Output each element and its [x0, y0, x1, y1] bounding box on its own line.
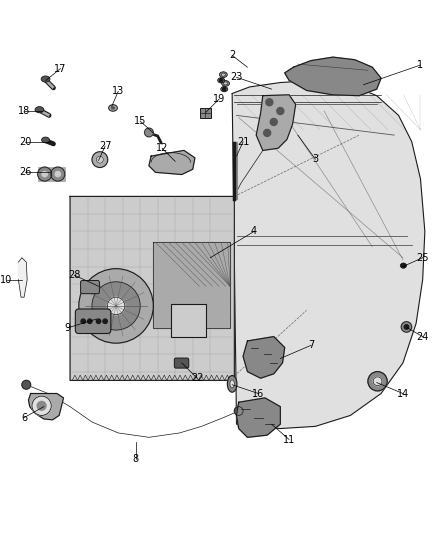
Text: 11: 11	[283, 434, 295, 445]
Ellipse shape	[230, 380, 234, 388]
Circle shape	[266, 99, 273, 106]
Text: 19: 19	[213, 94, 225, 104]
Circle shape	[277, 108, 284, 115]
Polygon shape	[237, 398, 280, 437]
Polygon shape	[232, 80, 425, 429]
Ellipse shape	[109, 104, 117, 111]
Ellipse shape	[227, 376, 237, 392]
Text: 16: 16	[252, 389, 265, 399]
Circle shape	[81, 319, 85, 324]
Ellipse shape	[219, 72, 227, 77]
Circle shape	[55, 172, 60, 177]
Ellipse shape	[400, 263, 406, 268]
Text: 23: 23	[230, 72, 243, 82]
Ellipse shape	[223, 82, 228, 85]
Circle shape	[103, 319, 107, 324]
Polygon shape	[256, 95, 296, 150]
Polygon shape	[243, 336, 285, 378]
FancyBboxPatch shape	[42, 169, 61, 179]
Text: 1: 1	[417, 60, 424, 70]
Ellipse shape	[35, 107, 44, 113]
Ellipse shape	[221, 73, 225, 76]
Ellipse shape	[222, 80, 230, 86]
Text: 7: 7	[308, 341, 314, 350]
Text: 21: 21	[237, 136, 249, 147]
Bar	[171, 304, 206, 336]
Circle shape	[264, 130, 271, 136]
Ellipse shape	[111, 106, 115, 110]
Circle shape	[96, 319, 101, 324]
Polygon shape	[153, 243, 230, 328]
Text: 13: 13	[112, 86, 124, 96]
Text: 9: 9	[65, 323, 71, 333]
Circle shape	[270, 118, 277, 125]
Text: 25: 25	[417, 253, 429, 263]
Polygon shape	[18, 258, 27, 297]
Circle shape	[42, 172, 47, 177]
FancyBboxPatch shape	[174, 358, 189, 368]
FancyBboxPatch shape	[200, 108, 211, 118]
Text: 8: 8	[133, 454, 139, 464]
Ellipse shape	[42, 137, 49, 143]
Circle shape	[401, 263, 406, 268]
Circle shape	[368, 372, 387, 391]
Text: 20: 20	[19, 136, 32, 147]
Polygon shape	[70, 197, 234, 381]
Circle shape	[107, 297, 125, 314]
Text: 22: 22	[191, 373, 203, 383]
Text: 6: 6	[21, 413, 27, 423]
Circle shape	[373, 377, 382, 386]
Text: 3: 3	[312, 154, 318, 164]
Ellipse shape	[218, 78, 225, 83]
Circle shape	[234, 407, 243, 415]
Text: 27: 27	[99, 141, 111, 151]
Text: 15: 15	[134, 116, 146, 126]
Text: 28: 28	[68, 270, 81, 280]
Text: 17: 17	[54, 63, 67, 74]
Polygon shape	[285, 57, 381, 96]
Circle shape	[219, 78, 223, 82]
Polygon shape	[149, 150, 195, 174]
Circle shape	[37, 401, 46, 410]
Circle shape	[404, 325, 409, 329]
Circle shape	[96, 156, 103, 163]
Circle shape	[38, 167, 52, 181]
Text: 26: 26	[19, 167, 32, 177]
Text: 12: 12	[156, 143, 168, 154]
Text: 2: 2	[229, 51, 235, 60]
Circle shape	[145, 128, 153, 137]
Ellipse shape	[41, 76, 50, 82]
Text: 10: 10	[0, 274, 13, 285]
Circle shape	[92, 282, 140, 330]
Ellipse shape	[221, 86, 228, 92]
Circle shape	[223, 87, 226, 91]
Text: 18: 18	[18, 106, 30, 116]
Text: 14: 14	[397, 389, 409, 399]
FancyBboxPatch shape	[75, 309, 111, 334]
Circle shape	[92, 152, 108, 167]
Circle shape	[79, 269, 153, 343]
FancyBboxPatch shape	[81, 280, 99, 294]
Circle shape	[22, 381, 31, 389]
Text: 24: 24	[417, 332, 429, 342]
Circle shape	[32, 396, 51, 415]
Circle shape	[401, 322, 412, 332]
Text: 4: 4	[251, 227, 257, 237]
Circle shape	[88, 319, 92, 324]
Circle shape	[51, 167, 65, 181]
Polygon shape	[28, 393, 64, 420]
